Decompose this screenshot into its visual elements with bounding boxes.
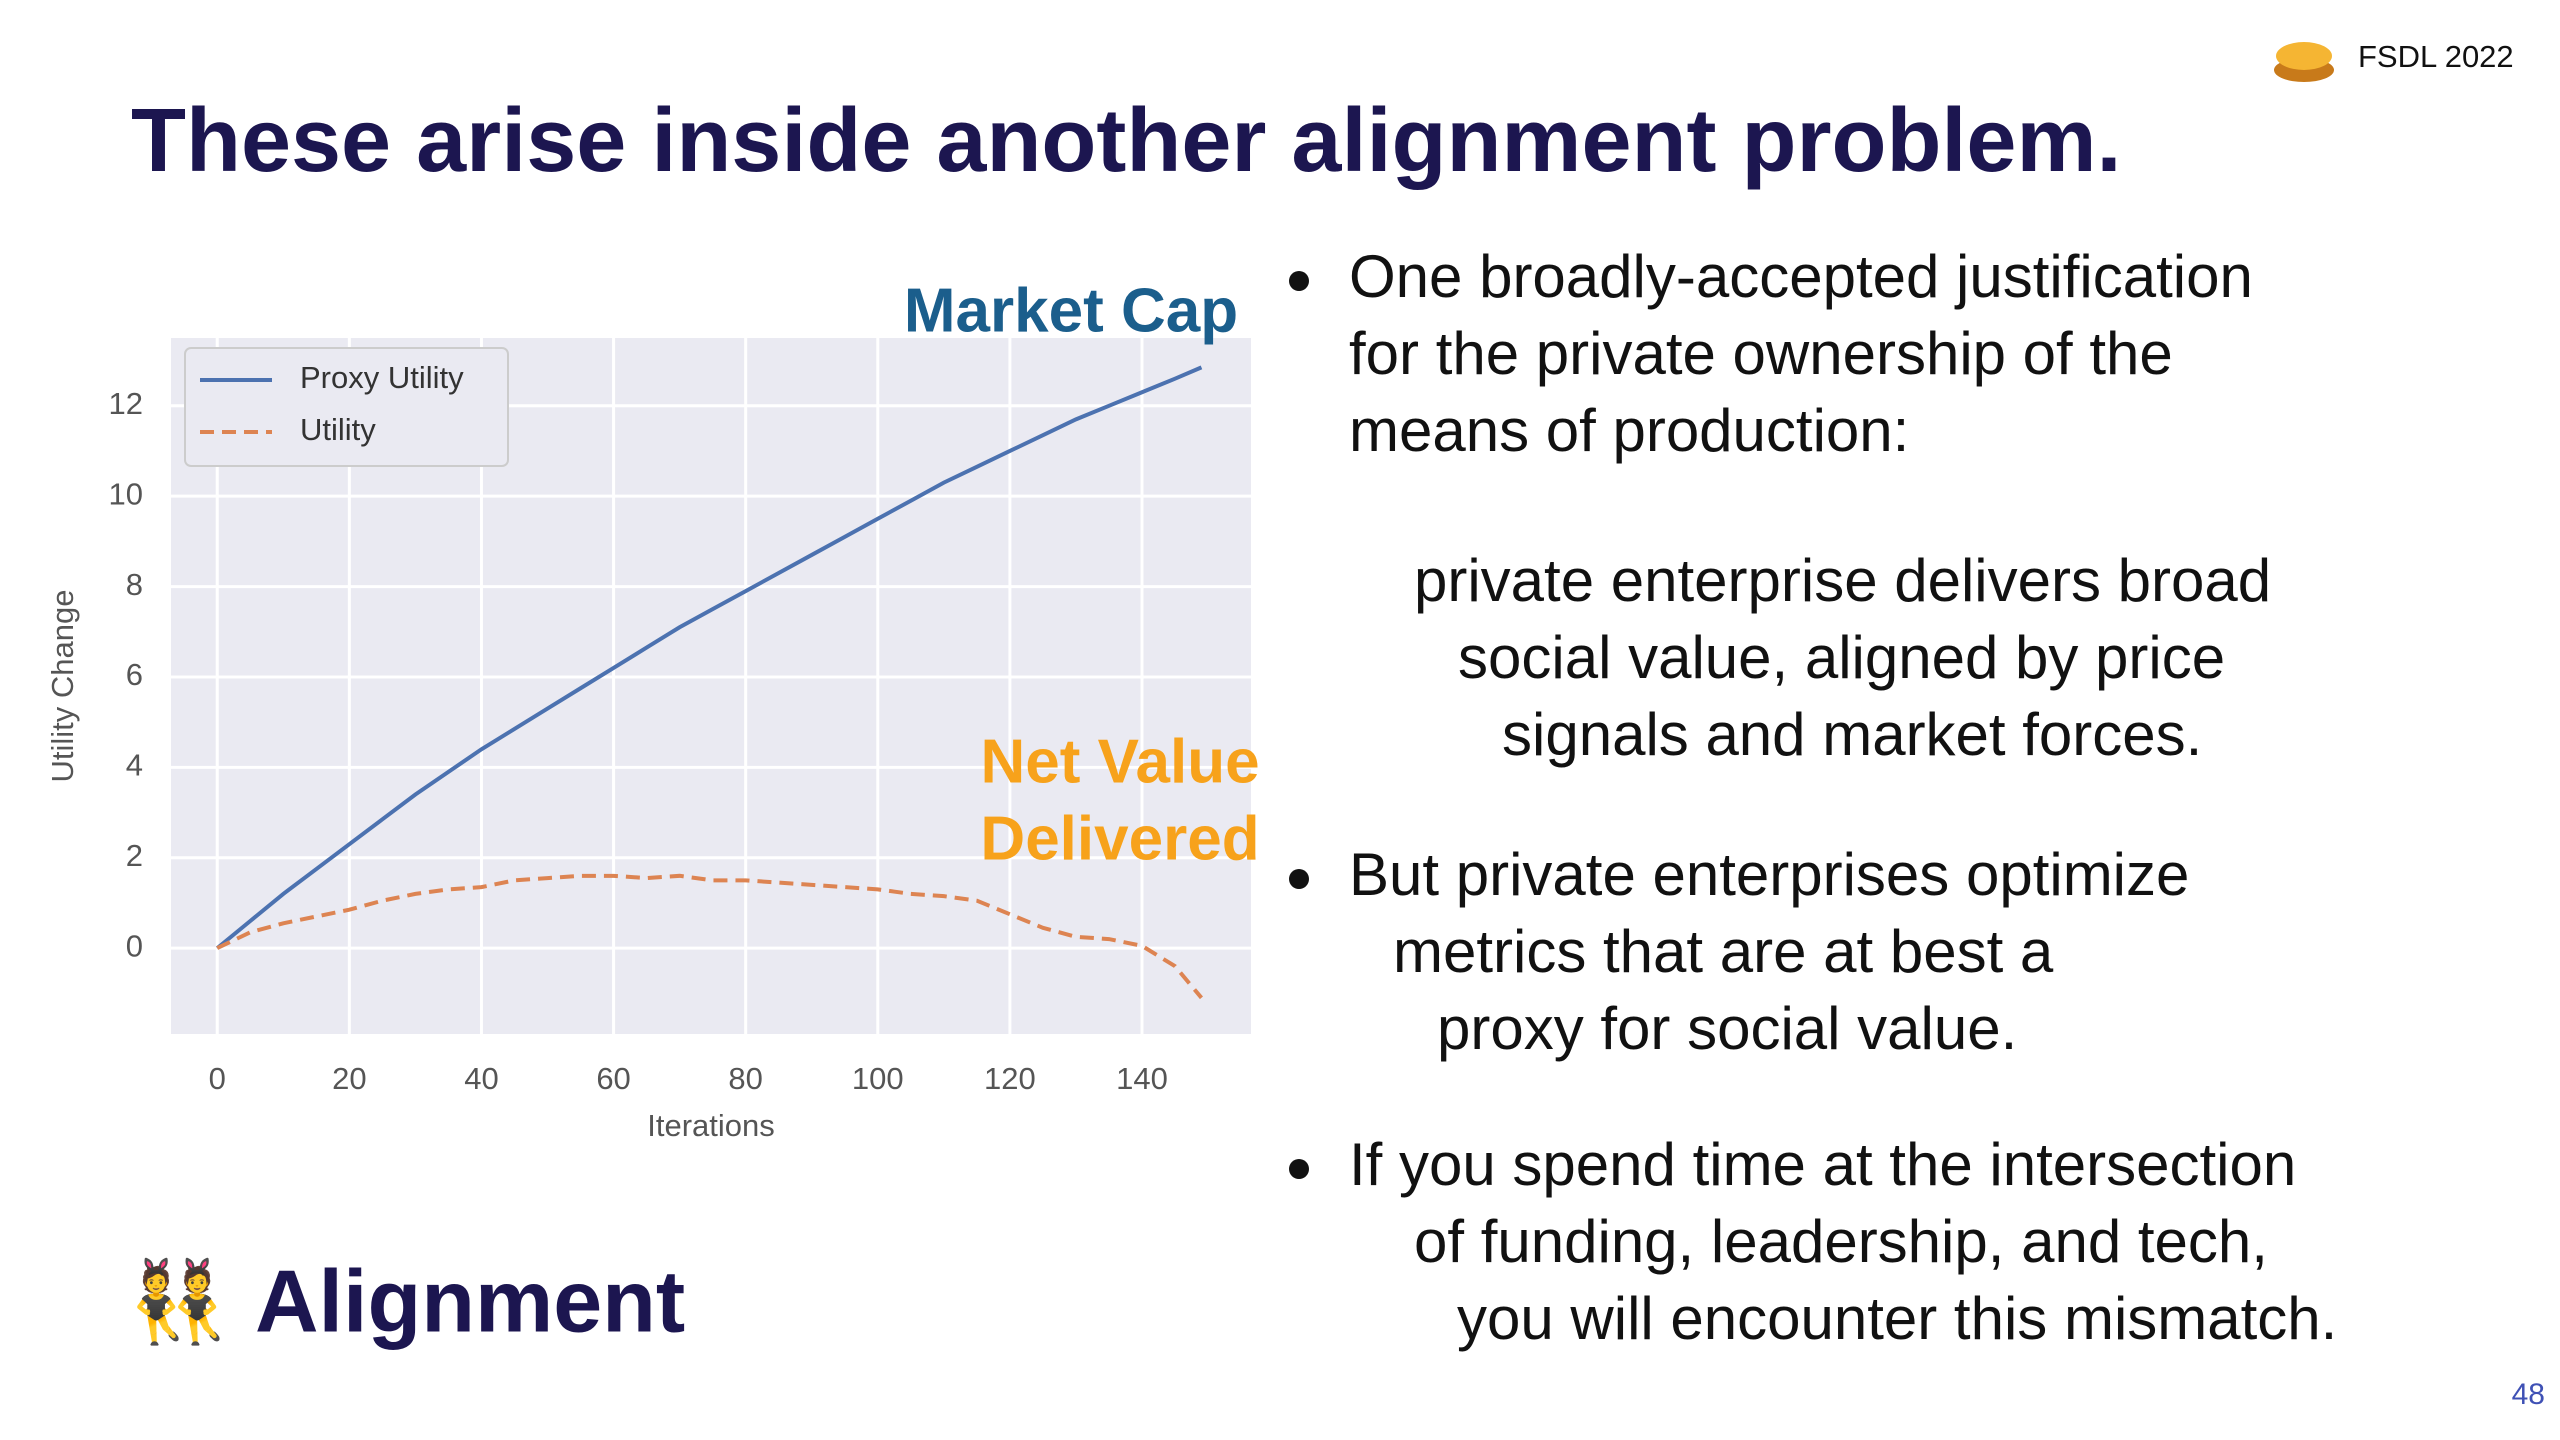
x-tick-label: 100	[852, 1061, 904, 1096]
x-tick-label: 20	[332, 1061, 366, 1096]
x-tick-label: 60	[596, 1061, 630, 1096]
annotation: Net Value	[980, 727, 1259, 796]
slide-title: These arise inside another alignment pro…	[131, 91, 2122, 191]
badge: FSDL 2022	[2358, 39, 2514, 74]
quote-text: social value, aligned by price	[1458, 624, 2225, 691]
bullet-text: for the private ownership of the	[1349, 320, 2173, 387]
y-tick-label: 0	[126, 928, 143, 963]
bullet-text: metrics that are at best a	[1393, 918, 2054, 985]
y-tick-label: 2	[126, 838, 143, 873]
bullet-text: proxy for social value.	[1437, 995, 2017, 1062]
y-tick-label: 12	[109, 386, 143, 421]
bullet-text: you will encounter this mismatch.	[1457, 1285, 2337, 1352]
y-axis-label: Utility Change	[45, 590, 80, 783]
logo-icon-top	[2276, 42, 2332, 70]
x-tick-label: 40	[464, 1061, 498, 1096]
page-number: 48	[2512, 1378, 2545, 1411]
x-tick-label: 140	[1116, 1061, 1168, 1096]
legend-label: Proxy Utility	[300, 360, 464, 395]
bullet-text: One broadly-accepted justification	[1349, 243, 2253, 310]
bullet-dot	[1289, 1159, 1309, 1179]
bullet-text: of funding, leadership, and tech,	[1414, 1208, 2268, 1275]
y-tick-label: 4	[126, 748, 143, 783]
x-tick-label: 80	[728, 1061, 762, 1096]
annotation: Market Cap	[904, 276, 1238, 345]
bullet-dot	[1289, 869, 1309, 889]
annotation: Delivered	[980, 804, 1259, 873]
bullet-text: But private enterprises optimize	[1349, 841, 2189, 908]
y-tick-label: 6	[126, 657, 143, 692]
bullet-dot	[1289, 271, 1309, 291]
quote-text: signals and market forces.	[1502, 701, 2202, 768]
x-tick-label: 120	[984, 1061, 1036, 1096]
bullet-text: means of production:	[1349, 397, 1909, 464]
line	[215, 365, 1203, 950]
bullet-text: If you spend time at the intersection	[1349, 1131, 2296, 1198]
y-tick-label: 8	[126, 567, 143, 602]
legend-label: Utility	[300, 412, 376, 447]
quote-text: private enterprise delivers broad	[1414, 547, 2271, 614]
x-tick-label: 0	[209, 1061, 226, 1096]
x-axis-label: Iterations	[647, 1108, 775, 1143]
legend-box	[184, 347, 509, 467]
y-tick-label: 10	[109, 476, 143, 511]
footer-label: Alignment	[255, 1251, 685, 1350]
line	[216, 873, 1203, 1000]
footer-icon: 👯	[128, 1256, 228, 1347]
